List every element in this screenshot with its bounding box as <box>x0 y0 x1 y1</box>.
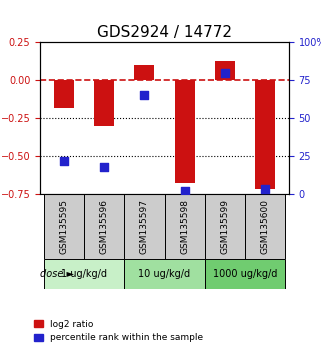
Point <box>222 70 227 76</box>
Text: 1 ug/kg/d: 1 ug/kg/d <box>61 269 107 279</box>
Bar <box>175 80 195 183</box>
FancyBboxPatch shape <box>205 194 245 259</box>
Bar <box>215 61 235 80</box>
FancyBboxPatch shape <box>125 259 205 289</box>
Bar <box>255 80 275 189</box>
Title: GDS2924 / 14772: GDS2924 / 14772 <box>97 25 232 40</box>
FancyBboxPatch shape <box>44 194 84 259</box>
Text: GSM135595: GSM135595 <box>60 199 69 254</box>
Bar <box>94 80 114 126</box>
FancyBboxPatch shape <box>205 259 285 289</box>
Text: GSM135600: GSM135600 <box>260 199 269 254</box>
Text: 1000 ug/kg/d: 1000 ug/kg/d <box>213 269 277 279</box>
Point <box>142 93 147 98</box>
Text: GSM135599: GSM135599 <box>220 199 229 254</box>
FancyBboxPatch shape <box>165 194 205 259</box>
Text: GSM135596: GSM135596 <box>100 199 109 254</box>
Bar <box>54 80 74 108</box>
Point <box>62 158 67 164</box>
FancyBboxPatch shape <box>245 194 285 259</box>
FancyBboxPatch shape <box>44 259 125 289</box>
Legend: log2 ratio, percentile rank within the sample: log2 ratio, percentile rank within the s… <box>30 316 207 346</box>
Point <box>262 187 267 192</box>
Text: dose ►: dose ► <box>40 269 74 279</box>
Bar <box>134 65 154 80</box>
Point <box>182 188 187 194</box>
FancyBboxPatch shape <box>125 194 165 259</box>
Point <box>102 164 107 170</box>
Text: GSM135597: GSM135597 <box>140 199 149 254</box>
FancyBboxPatch shape <box>84 194 125 259</box>
Text: GSM135598: GSM135598 <box>180 199 189 254</box>
Text: 10 ug/kg/d: 10 ug/kg/d <box>138 269 191 279</box>
